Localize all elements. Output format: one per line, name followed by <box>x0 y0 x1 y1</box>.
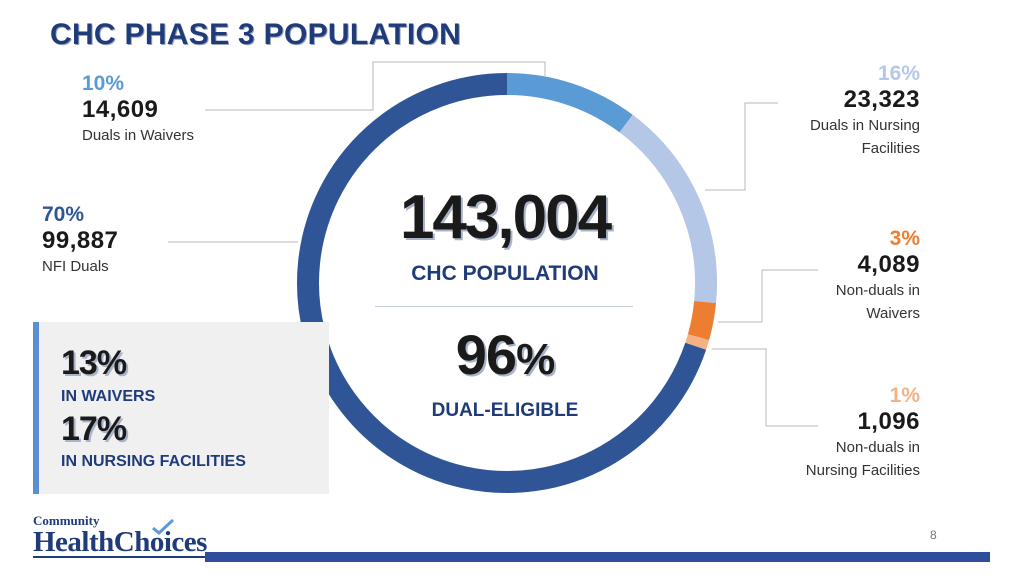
donut-slice-1 <box>506 73 633 133</box>
waivers-percent: 13% <box>61 344 127 382</box>
dual-eligible-percent-number: 96 <box>455 323 517 386</box>
donut-slice-4 <box>685 334 710 350</box>
nursing-percent: 17% <box>61 410 127 448</box>
total-population-label: CHC POPULATION <box>411 262 599 285</box>
callout-desc-line1: Non-duals in <box>835 439 920 456</box>
callout-number: 1,096 <box>857 408 920 435</box>
center-divider <box>375 306 633 307</box>
donut-slice-5 <box>297 73 707 493</box>
callout-pct: 1% <box>889 384 920 407</box>
community-healthchoices-logo: Community HealthChoices <box>33 514 207 558</box>
callout-desc-line1: Non-duals in <box>835 282 920 299</box>
total-population: 143,004 <box>399 183 612 252</box>
waivers-label: IN WAIVERS <box>61 388 156 405</box>
callout-pct: 3% <box>889 227 920 250</box>
donut-slice-3 <box>687 300 717 341</box>
donut-slice-2 <box>619 114 717 304</box>
checkmark-icon <box>152 518 175 535</box>
callout-number: 99,887 <box>42 227 119 254</box>
callout-pct: 70% <box>42 203 85 226</box>
callout-nonduals-nursing: 1% 1,096 Non-duals in Nursing Facilities <box>806 384 920 482</box>
callout-nfi-duals: 70% 99,887 NFI Duals <box>42 203 118 278</box>
callout-desc-line2: Waivers <box>866 305 920 322</box>
callout-number: 14,609 <box>82 96 159 123</box>
callout-desc-line2: Facilities <box>861 140 920 157</box>
page-number: 8 <box>930 528 937 542</box>
dual-eligible-label: DUAL-ELIGIBLE <box>431 400 579 421</box>
dual-eligible-percent: 96% <box>350 322 660 387</box>
callout-desc-line2: Nursing Facilities <box>805 462 920 479</box>
dual-eligible-percent-sign: % <box>516 335 555 384</box>
callout-number: 4,089 <box>857 251 920 278</box>
page-title: CHC PHASE 3 POPULATION <box>50 18 462 51</box>
nursing-label: IN NURSING FACILITIES <box>61 453 246 470</box>
footer-bar <box>205 552 990 562</box>
summary-panel: 13% IN WAIVERS 17% IN NURSING FACILITIES <box>33 322 329 494</box>
logo-top-text: Community <box>33 513 100 528</box>
callout-nonduals-waivers: 3% 4,089 Non-duals in Waivers <box>836 227 920 325</box>
logo-main-text: HealthChoices <box>33 526 207 558</box>
callout-desc: NFI Duals <box>42 258 109 275</box>
callout-nursing-duals: 16% 23,323 Duals in Nursing Facilities <box>810 62 920 160</box>
leader-line-nonduals-nursing <box>712 348 818 427</box>
callout-waivers-duals: 10% 14,609 Duals in Waivers <box>82 72 194 147</box>
leader-line-nursing-duals <box>705 102 778 191</box>
leader-line-nonduals-waivers <box>718 269 818 323</box>
callout-desc-line1: Duals in Nursing <box>809 117 920 134</box>
callout-pct: 10% <box>82 72 125 95</box>
callout-desc: Duals in Waivers <box>82 127 194 144</box>
leader-line-waivers-duals <box>205 61 546 111</box>
callout-pct: 16% <box>877 62 920 85</box>
callout-number: 23,323 <box>843 86 920 113</box>
